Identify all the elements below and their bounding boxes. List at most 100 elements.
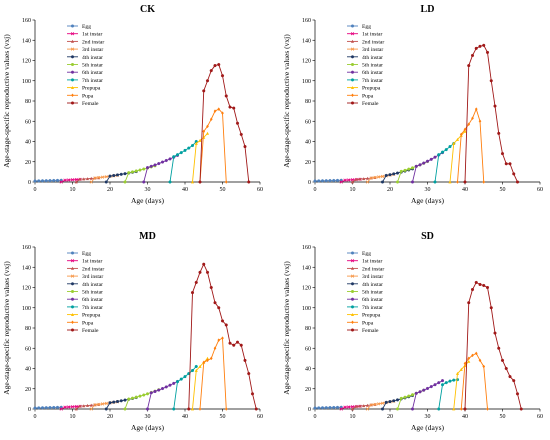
legend-label: Prepupa [82, 86, 101, 92]
x-tick-label: 10 [70, 187, 76, 193]
legend-swatch-marker [70, 282, 75, 286]
y-axis-label: Age-stage-specific reproductive values (… [2, 34, 11, 168]
data-point [478, 358, 482, 363]
legend-item: 7th instar [67, 78, 103, 84]
data-point [123, 180, 127, 184]
y-axis-label: Age-stage-specific reproductive values (… [282, 261, 291, 395]
series-line [464, 281, 522, 410]
data-point [123, 172, 127, 176]
data-point [198, 138, 202, 142]
data-point [40, 406, 45, 410]
data-point [444, 148, 448, 152]
x-tick-label: 10 [70, 414, 76, 420]
data-point [74, 404, 78, 409]
data-point [320, 406, 325, 410]
legend-item: 4th instar [67, 55, 103, 61]
legend-swatch-marker [350, 282, 355, 286]
data-point [448, 145, 452, 149]
data-point [160, 160, 165, 164]
legend-swatch-marker [70, 266, 75, 270]
x-axis-label: Age (days) [411, 196, 445, 205]
series-line [169, 141, 197, 183]
y-tick-label: 40 [25, 367, 31, 373]
y-tick-label: 100 [302, 306, 311, 312]
legend-item: Pupa [67, 93, 94, 99]
legend-item: 2nd instar [347, 266, 384, 272]
series-line [199, 108, 227, 183]
legend-swatch-marker [350, 328, 355, 332]
data-point [478, 282, 482, 287]
legend-item: 4th instar [347, 55, 383, 61]
x-tick-label: 30 [145, 414, 151, 420]
y-tick-label: 80 [305, 99, 311, 105]
y-tick-label: 40 [25, 140, 31, 146]
data-point [108, 401, 112, 405]
legend-item: Egg [67, 24, 91, 30]
data-point [228, 105, 232, 109]
data-point [373, 402, 377, 406]
data-point [52, 405, 56, 410]
x-tick-label: 50 [220, 187, 226, 193]
data-point [74, 177, 78, 182]
data-point [187, 407, 191, 411]
data-point [493, 331, 497, 335]
data-point [347, 178, 351, 182]
data-point [202, 129, 206, 134]
data-point [380, 401, 385, 405]
series-6th-instar [410, 379, 445, 411]
data-point [239, 343, 243, 347]
data-point [239, 132, 243, 136]
data-point [422, 388, 426, 392]
data-point [67, 405, 71, 409]
data-point [395, 398, 400, 402]
legend-item: 7th instar [347, 78, 383, 84]
data-point [194, 368, 198, 372]
legend-label: 5th instar [82, 63, 103, 69]
legend-label: 6th instar [82, 70, 103, 76]
data-point [410, 407, 415, 411]
data-point [324, 179, 328, 183]
data-point [410, 166, 415, 170]
legend-label: 2nd instar [82, 39, 104, 45]
data-point [500, 358, 505, 362]
x-tick-label: 0 [34, 187, 37, 193]
x-tick-label: 60 [537, 187, 543, 193]
chart-panel-ld: LD 0 10 20 30 40 50 60 0 20 40 60 80 100 120 140 160 Age … [282, 4, 543, 205]
data-point [190, 291, 195, 295]
legend-item: 7th instar [347, 305, 383, 311]
data-point [78, 177, 82, 181]
data-point [515, 180, 520, 184]
data-point [130, 170, 135, 174]
legend-label: Prepupa [362, 86, 381, 92]
data-point [134, 169, 138, 173]
data-point [44, 179, 48, 183]
legend-item: Prepupa [67, 313, 101, 319]
legend-swatch-marker [350, 101, 355, 105]
legend-swatch-marker [70, 78, 75, 82]
data-point [482, 283, 486, 288]
y-tick-label: 100 [22, 79, 31, 85]
x-axis-label: Age (days) [411, 423, 445, 432]
data-point [463, 361, 467, 366]
legend-swatch-marker [351, 93, 354, 98]
data-point [418, 390, 422, 394]
data-point [467, 356, 471, 361]
series-female [198, 63, 251, 184]
legend-label: Pupa [82, 93, 94, 99]
legend-label: 4th instar [82, 55, 103, 61]
legend-swatch-marker [350, 85, 355, 89]
legend-swatch-marker [70, 39, 75, 43]
legend-swatch-marker [70, 251, 75, 255]
series-female [463, 280, 523, 411]
series-line [199, 337, 227, 410]
data-point [343, 405, 347, 409]
data-point [183, 375, 187, 379]
data-point [380, 407, 385, 411]
data-point [482, 364, 486, 369]
data-point [82, 404, 86, 408]
data-point [313, 406, 317, 410]
data-point [104, 401, 108, 406]
data-point [33, 406, 37, 410]
legend-item: Pupa [347, 93, 374, 99]
